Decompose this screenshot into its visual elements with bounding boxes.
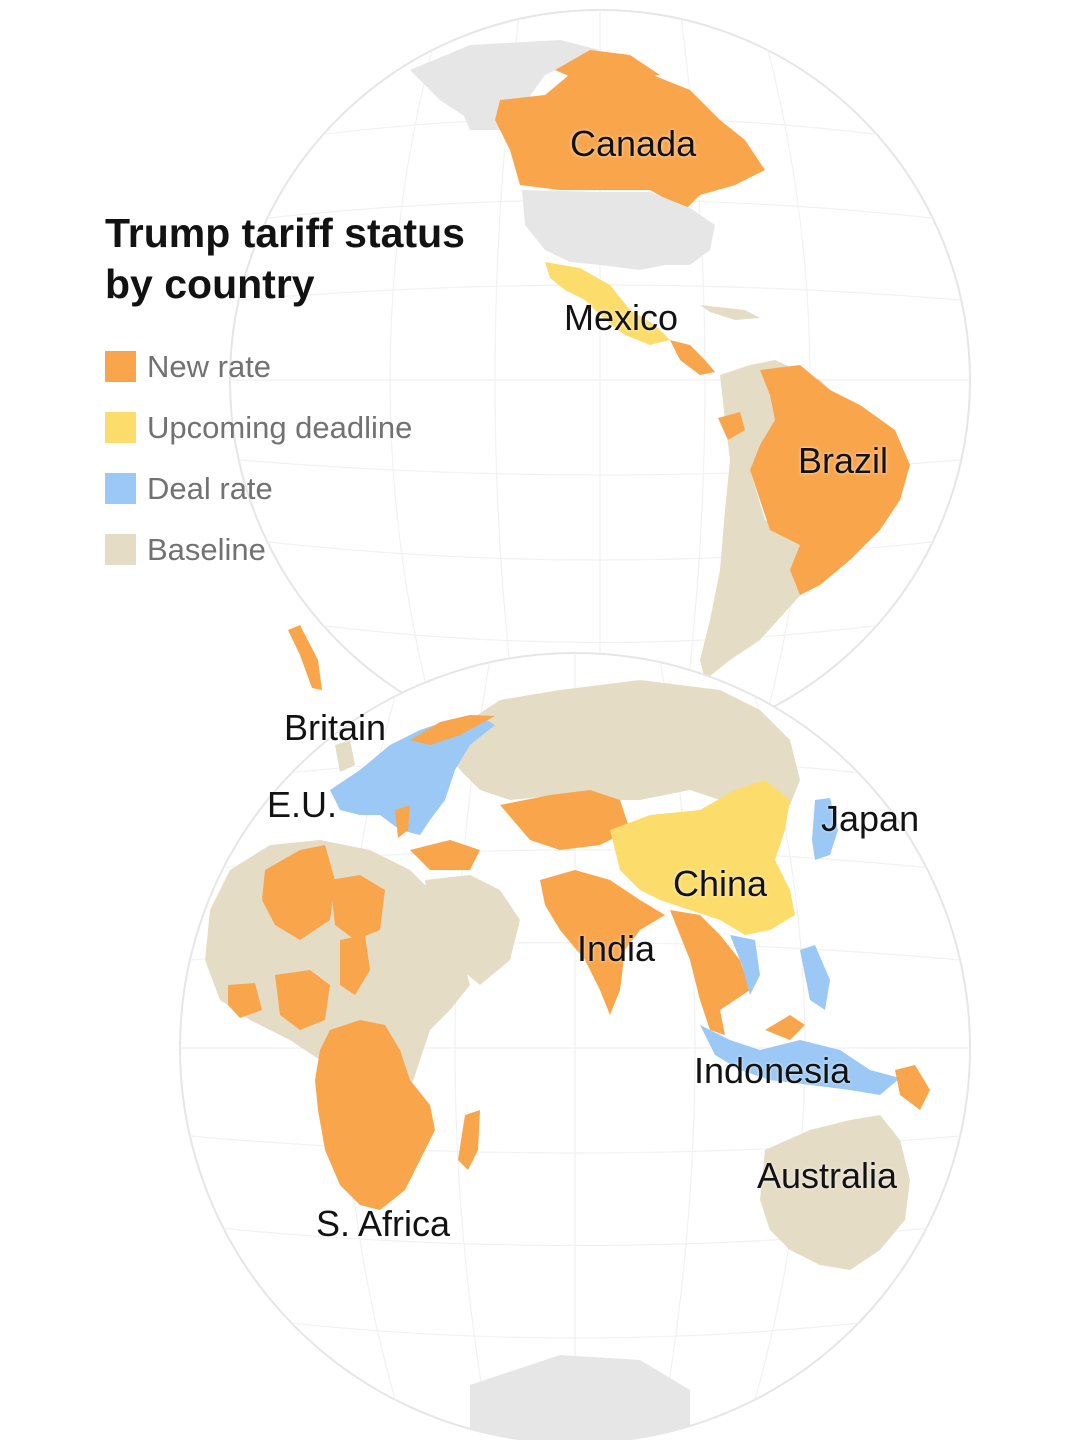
legend-label-deal-rate: Deal rate xyxy=(147,470,273,506)
legend-item-new-rate: New rate xyxy=(105,336,525,397)
serbia-shape[interactable] xyxy=(395,805,410,838)
australia-shape[interactable] xyxy=(760,1115,910,1270)
peru-shape[interactable] xyxy=(718,412,745,440)
canada-shape[interactable] xyxy=(495,70,765,210)
swatch-baseline xyxy=(105,534,136,565)
mexico-shape[interactable] xyxy=(545,262,670,345)
united-states-shape xyxy=(522,190,715,270)
madagascar-shape[interactable] xyxy=(458,1110,480,1170)
india-shape[interactable] xyxy=(540,870,665,1015)
vietnam-shape[interactable] xyxy=(730,935,760,995)
japan-shape[interactable] xyxy=(812,798,838,860)
label-eu: E.U. xyxy=(267,784,338,825)
label-indonesia: Indonesia xyxy=(694,1050,851,1091)
legend-label-new-rate: New rate xyxy=(147,348,272,384)
legend-item-upcoming-deadline: Upcoming deadline xyxy=(105,397,525,458)
legend: Trump tariff status by country New rate … xyxy=(105,208,525,580)
china-shape[interactable] xyxy=(610,780,795,935)
central-asia-shape[interactable] xyxy=(500,790,630,850)
legend-item-deal-rate: Deal rate xyxy=(105,458,525,519)
west-africa-shape[interactable] xyxy=(228,983,262,1018)
label-india: India xyxy=(577,928,656,969)
legend-label-upcoming-deadline: Upcoming deadline xyxy=(147,409,413,445)
caribbean-shape xyxy=(700,305,760,320)
label-s-africa: S. Africa xyxy=(316,1203,451,1244)
label-britain: Britain xyxy=(284,707,387,748)
norway-shape[interactable] xyxy=(410,715,495,745)
brazil-shape[interactable] xyxy=(750,365,910,595)
philippines-shape[interactable] xyxy=(800,945,830,1010)
nigeria-shape[interactable] xyxy=(275,970,330,1030)
sudan-shape[interactable] xyxy=(340,935,370,995)
map-title-line-1: Trump tariff status xyxy=(105,210,465,256)
legend-item-baseline: Baseline xyxy=(105,519,525,580)
antarctica-shape xyxy=(470,1355,690,1440)
western-hemisphere xyxy=(229,9,971,751)
map-title-line-2: by country xyxy=(105,261,315,307)
southern-africa-shape[interactable] xyxy=(315,1020,435,1210)
turkey-shape[interactable] xyxy=(410,840,480,870)
legend-label-baseline: Baseline xyxy=(147,531,266,567)
eastern-hemisphere xyxy=(179,652,971,1440)
label-canada: Canada xyxy=(570,123,697,164)
papua-new-guinea-shape[interactable] xyxy=(895,1065,930,1110)
south-america-baseline-shape xyxy=(700,360,840,680)
central-america-shape[interactable] xyxy=(670,340,715,375)
label-mexico: Mexico xyxy=(564,297,679,338)
eurasia-baseline-shape xyxy=(440,680,800,810)
eu-shape[interactable] xyxy=(330,716,495,835)
label-japan: Japan xyxy=(821,798,920,839)
algeria-shape[interactable] xyxy=(262,845,335,940)
swatch-upcoming-deadline xyxy=(105,412,136,443)
southeast-asia-shape[interactable] xyxy=(670,910,750,1035)
label-brazil: Brazil xyxy=(798,440,889,481)
libya-shape[interactable] xyxy=(330,875,385,940)
map-title: Trump tariff status by country xyxy=(105,208,525,310)
label-australia: Australia xyxy=(757,1155,898,1196)
britain-shape[interactable] xyxy=(335,740,355,772)
indonesia-shape[interactable] xyxy=(700,1025,900,1095)
swatch-new-rate xyxy=(105,351,136,382)
new-zealand-shape[interactable] xyxy=(288,625,322,690)
swatch-deal-rate xyxy=(105,473,136,504)
malaysia-shape[interactable] xyxy=(765,1015,805,1040)
arctic-islands-shape[interactable] xyxy=(555,50,660,85)
label-china: China xyxy=(673,863,768,904)
